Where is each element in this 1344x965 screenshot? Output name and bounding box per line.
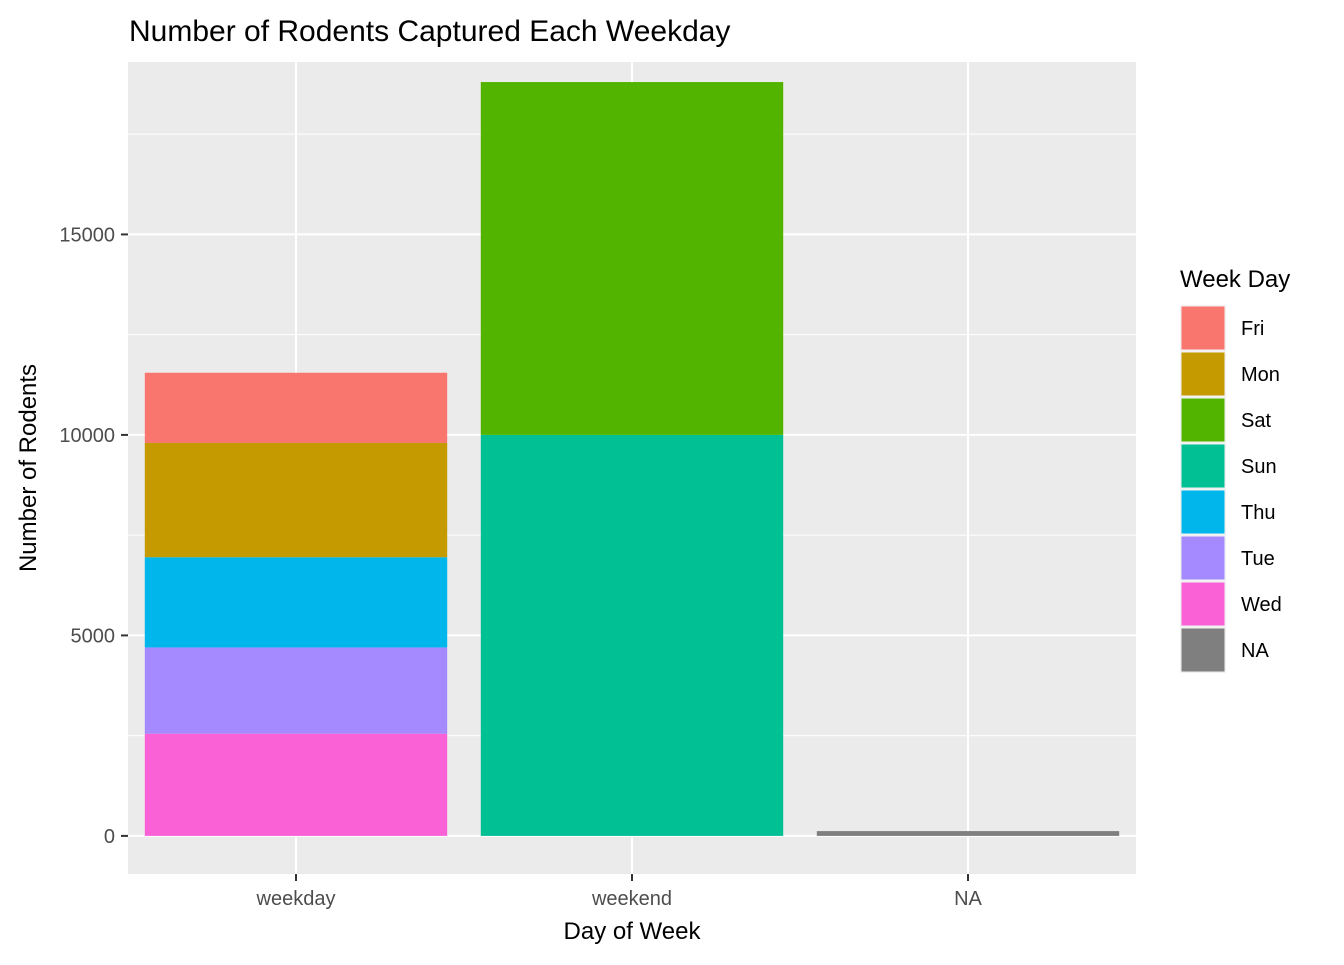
legend-swatch-Tue: [1181, 536, 1225, 580]
y-axis-title: Number of Rodents: [15, 364, 42, 572]
legend-label-Fri: Fri: [1241, 318, 1264, 340]
legend-label-NA: NA: [1241, 640, 1269, 662]
y-tick-label: 5000: [71, 625, 116, 647]
y-tick-label: 15000: [59, 224, 115, 246]
y-tick-label: 10000: [59, 425, 115, 447]
bar-segment-weekday-Mon: [144, 442, 448, 558]
bar-segment-weekday-Wed: [144, 733, 448, 836]
legend-swatch-Wed: [1181, 582, 1225, 626]
bar-segment-weekday-Fri: [144, 372, 448, 443]
x-tick-label: weekday: [256, 888, 336, 910]
bar-segment-weekday-Thu: [144, 557, 448, 648]
x-tick-label: NA: [954, 888, 982, 910]
legend-label-Tue: Tue: [1241, 548, 1275, 570]
bar-segment-NA-NA: [816, 831, 1120, 836]
axes: 0 5000 10000 15000 weekday weekend NA: [59, 224, 982, 910]
legend-swatch-Thu: [1181, 490, 1225, 534]
legend-label-Sat: Sat: [1241, 410, 1271, 432]
x-axis-title: Day of Week: [564, 918, 702, 945]
chart-title: Number of Rodents Captured Each Weekday: [129, 15, 730, 48]
y-tick-label: 0: [104, 826, 115, 848]
legend-label-Sun: Sun: [1241, 456, 1277, 478]
legend-swatch-Sat: [1181, 398, 1225, 442]
legend-swatch-Sun: [1181, 444, 1225, 488]
legend: Week Day Fri Mon Sat Sun Thu Tue Wed NA: [1180, 266, 1290, 673]
bar-segment-weekend-Sat: [480, 82, 784, 435]
bars: [144, 82, 1120, 836]
bar-segment-weekend-Sun: [480, 434, 784, 836]
legend-swatch-Mon: [1181, 352, 1225, 396]
x-tick-label: weekend: [591, 888, 672, 910]
legend-swatch-Fri: [1181, 306, 1225, 350]
legend-swatch-NA: [1181, 628, 1225, 672]
bar-segment-weekday-Tue: [144, 647, 448, 734]
legend-label-Mon: Mon: [1241, 364, 1280, 386]
legend-label-Wed: Wed: [1241, 594, 1282, 616]
legend-title: Week Day: [1180, 266, 1290, 293]
legend-label-Thu: Thu: [1241, 502, 1275, 524]
